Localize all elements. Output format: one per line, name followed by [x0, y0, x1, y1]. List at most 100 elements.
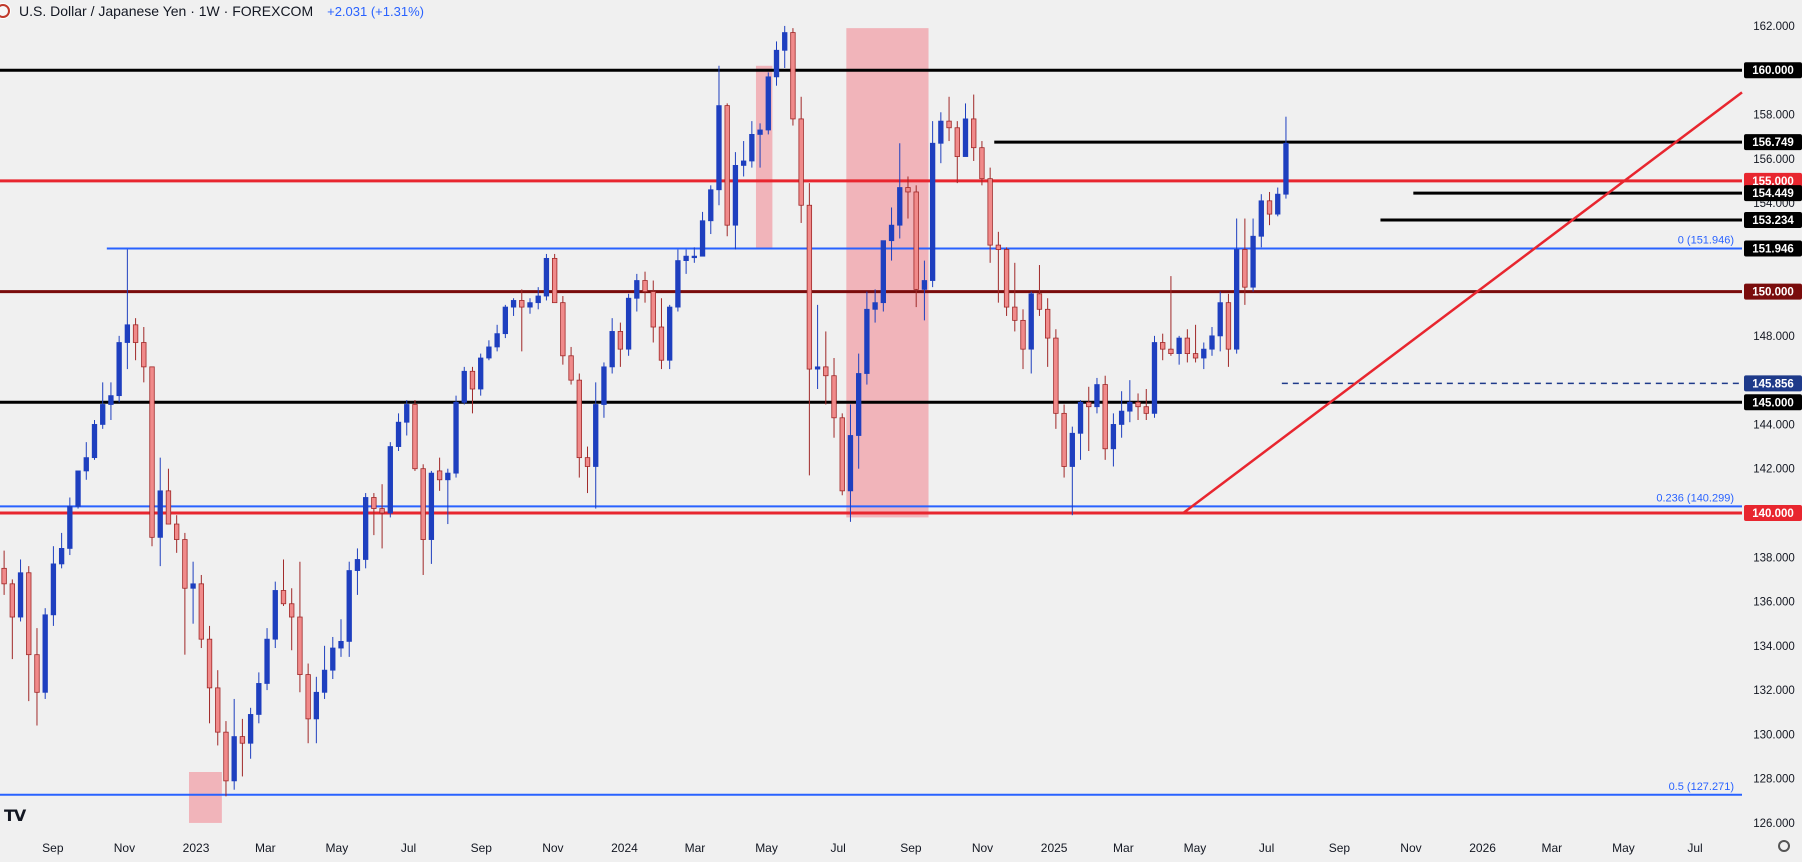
y-tick-label: 148.000	[1753, 331, 1795, 343]
candle	[206, 625, 213, 724]
candle-body	[165, 490, 172, 525]
candle	[1102, 375, 1108, 460]
candle	[494, 324, 500, 352]
candle	[1003, 247, 1010, 316]
candle	[428, 470, 435, 564]
candle	[609, 318, 615, 374]
candle	[1151, 335, 1158, 418]
price-tag-label: 150.000	[1752, 287, 1794, 299]
candle-body	[50, 563, 57, 616]
price-tag-bg	[1744, 375, 1802, 392]
candle	[371, 493, 377, 536]
candle-body	[1275, 193, 1281, 215]
candle-body	[17, 572, 24, 618]
candle-body	[798, 118, 804, 206]
x-tick-label: Mar	[1113, 841, 1134, 855]
candle-body	[1110, 424, 1117, 450]
candle	[576, 373, 582, 478]
candle	[1217, 291, 1223, 352]
candle-body	[847, 435, 854, 492]
candle-body	[445, 472, 451, 481]
candle-body	[1086, 401, 1092, 408]
candle	[247, 707, 254, 759]
candle-body	[1102, 384, 1108, 450]
candle	[289, 588, 295, 651]
candle-body	[740, 160, 747, 166]
candle-body	[1192, 353, 1199, 359]
candle-body	[379, 508, 385, 514]
candle-body	[962, 118, 969, 157]
candle-body	[58, 548, 65, 565]
settings-icon[interactable]	[1778, 840, 1790, 852]
candle	[1020, 309, 1026, 370]
candle-body	[699, 220, 706, 257]
candle	[929, 121, 936, 288]
candle	[765, 72, 771, 135]
x-tick-label: May	[1184, 841, 1207, 855]
candle	[338, 619, 344, 657]
candle	[190, 561, 196, 624]
candle-body	[1233, 249, 1240, 350]
candle	[1028, 291, 1034, 374]
candle	[1258, 194, 1264, 248]
candle	[165, 468, 172, 525]
candle-body	[995, 244, 1002, 250]
candle-body	[584, 457, 591, 467]
candle	[856, 353, 862, 469]
price-tag-label: 145.856	[1752, 378, 1794, 390]
candle	[634, 273, 640, 312]
candle	[897, 143, 903, 239]
candles	[1, 25, 1289, 797]
candle	[740, 141, 747, 177]
price-tag-bg	[1744, 211, 1802, 228]
candle-body	[91, 424, 98, 459]
candle	[141, 327, 147, 383]
candle-body	[174, 523, 180, 540]
candle-body	[535, 295, 541, 304]
x-tick-label: May	[755, 841, 778, 855]
candle-body	[790, 32, 796, 120]
x-tick-label: Sep	[1329, 841, 1351, 855]
candle-body	[428, 472, 435, 540]
candle	[724, 103, 730, 237]
candle-body	[543, 257, 550, 297]
candle	[1053, 329, 1059, 429]
candle	[1201, 342, 1207, 370]
y-tick-label: 142.000	[1753, 464, 1795, 476]
x-tick-label: May	[1612, 841, 1635, 855]
candle	[34, 628, 40, 726]
tradingview-logo[interactable]: TV	[4, 806, 26, 825]
candle-body	[371, 497, 377, 509]
candle-body	[1168, 348, 1174, 354]
candle	[617, 322, 624, 367]
candle	[560, 296, 566, 365]
candle	[124, 249, 131, 370]
candle	[412, 400, 418, 471]
highlight-zones	[188, 28, 929, 823]
x-tick-label: Jul	[830, 841, 845, 855]
highlight-zone-1	[188, 772, 222, 823]
candle-body	[1225, 302, 1232, 350]
x-tick-label: May	[326, 841, 349, 855]
price-tag-bg	[1744, 504, 1802, 521]
candle	[461, 366, 467, 405]
candle-body	[625, 297, 632, 350]
symbol-title[interactable]: U.S. Dollar / Japanese Yen · 1W · FOREXC…	[19, 3, 314, 19]
candle	[1168, 276, 1174, 356]
candle-body	[897, 187, 903, 226]
candle-body	[9, 583, 15, 618]
candle	[650, 280, 656, 343]
candle-body	[814, 366, 821, 370]
price-tag-label: 154.449	[1752, 188, 1794, 200]
candle-body	[75, 470, 81, 507]
candle-body	[280, 590, 287, 605]
candle	[231, 698, 237, 790]
candle-body	[453, 401, 459, 474]
candle	[749, 121, 755, 168]
candle	[215, 670, 221, 746]
candle	[478, 353, 484, 396]
candle-body	[26, 572, 32, 656]
candle	[1077, 400, 1084, 460]
